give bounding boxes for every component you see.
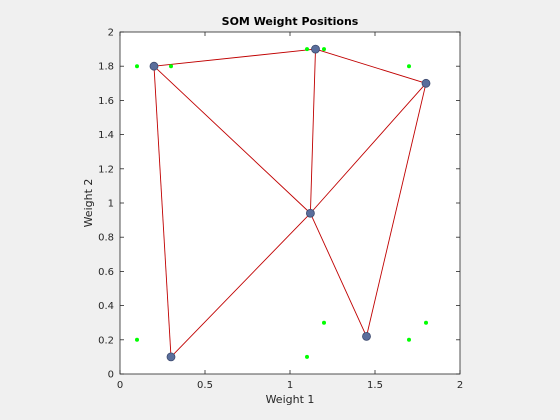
plot-area xyxy=(120,32,460,374)
neighbor-line xyxy=(310,83,427,214)
y-tick-label: 0.2 xyxy=(98,335,114,346)
data-point xyxy=(135,337,139,342)
chart-title: SOM Weight Positions xyxy=(222,15,359,28)
neuron-point xyxy=(311,44,320,54)
y-tick-label: 0.4 xyxy=(98,301,114,312)
y-axis: 0 0.2 0.4 0.6 0.8 1 1.2 1.4 1.6 1.8 2 xyxy=(98,28,460,381)
neuron-point xyxy=(166,352,176,362)
y-tick-label: 0.6 xyxy=(98,267,114,278)
y-tick-label: 2 xyxy=(108,28,114,39)
neuron-point xyxy=(362,331,371,341)
data-point xyxy=(135,64,139,69)
neighbor-line xyxy=(309,49,316,214)
neighbor-line xyxy=(153,66,172,357)
data-point xyxy=(407,337,411,342)
y-tick-label: 1.8 xyxy=(98,62,114,73)
data-point xyxy=(407,64,411,69)
neuron-point xyxy=(149,61,159,71)
x-tick-label: 2 xyxy=(457,380,463,391)
data-point xyxy=(305,47,309,52)
neighbor-line xyxy=(315,48,427,84)
y-tick-label: 1 xyxy=(108,199,114,210)
x-axis-label: Weight 1 xyxy=(266,393,315,406)
y-tick-label: 1.6 xyxy=(98,96,114,107)
data-points xyxy=(135,47,428,359)
data-point xyxy=(424,320,428,325)
y-axis-label: Weight 2 xyxy=(82,179,95,228)
neighbor-line xyxy=(153,65,311,214)
y-tick-label: 0.8 xyxy=(98,233,114,244)
x-tick-label: 1.5 xyxy=(367,380,383,391)
neuron-points xyxy=(149,44,431,362)
data-point xyxy=(322,47,326,52)
data-point xyxy=(322,320,326,325)
y-tick-label: 1.4 xyxy=(98,130,114,141)
neighbor-line xyxy=(309,213,367,337)
y-tick-label: 0 xyxy=(108,370,114,381)
x-tick-label: 0 xyxy=(117,380,123,391)
neuron-point xyxy=(305,208,315,218)
y-tick-label: 1.2 xyxy=(98,164,114,175)
neighbor-line xyxy=(170,212,311,358)
neighbor-lines xyxy=(153,48,427,358)
x-tick-label: 1 xyxy=(287,380,293,391)
x-axis: 0 0.5 1 1.5 2 xyxy=(117,32,463,391)
neighbor-line xyxy=(153,48,316,67)
x-tick-label: 0.5 xyxy=(197,380,213,391)
data-point xyxy=(305,354,309,359)
data-point xyxy=(169,64,173,69)
neighbor-line xyxy=(366,83,427,337)
neuron-point xyxy=(421,78,431,88)
